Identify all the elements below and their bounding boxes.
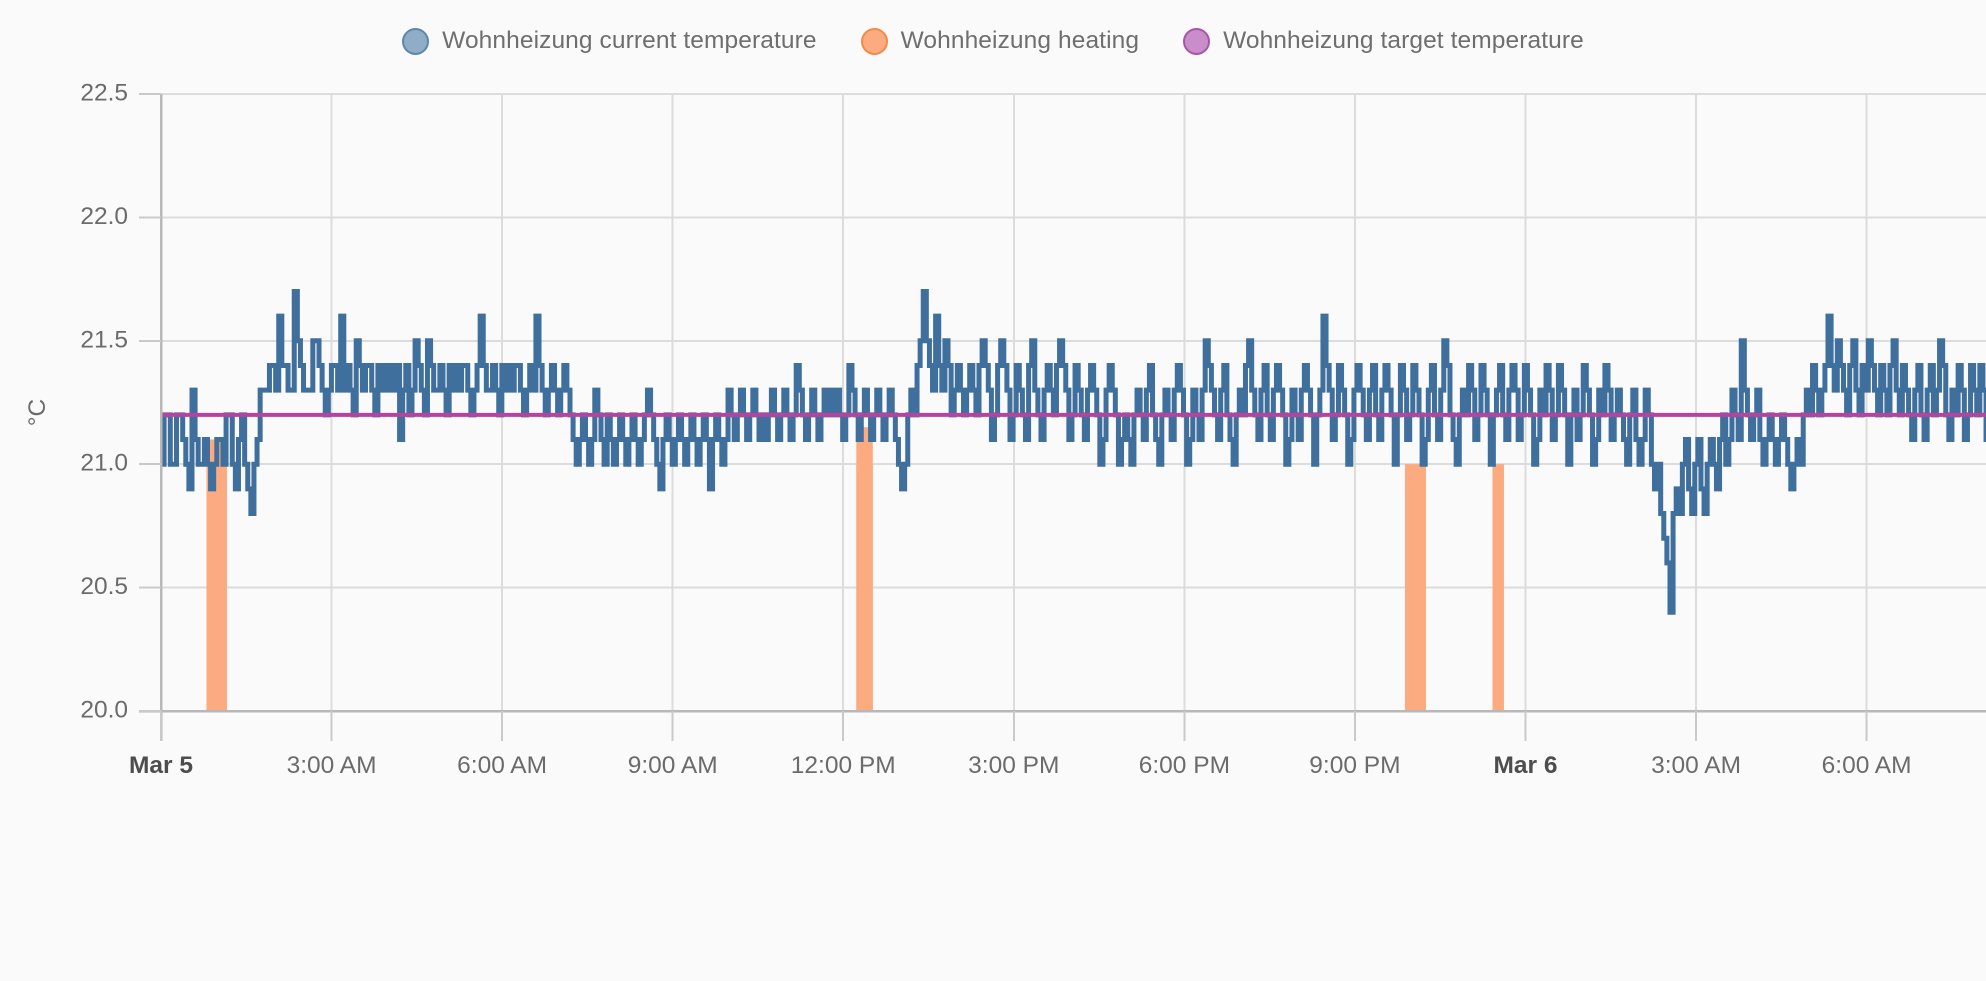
- x-tick-label: 3:00 PM: [968, 752, 1059, 779]
- x-tick-label: 6:00 AM: [1822, 752, 1912, 779]
- x-tick-label: 9:00 AM: [628, 752, 718, 779]
- y-tick-label: 22.5: [80, 79, 128, 106]
- tick-label-layer: 20.0 20.5 21.0 21.5 22.0 22.5 Mar 5 3:00 AM 6:00…: [24, 79, 1912, 779]
- x-tick-label: 3:00 AM: [1651, 752, 1741, 779]
- y-tick-label: 21.5: [80, 326, 128, 353]
- y-tick-label: 20.5: [80, 573, 128, 600]
- legend-label-heating: Wohnheizung heating: [900, 27, 1140, 54]
- circle-marker-icon: [1183, 27, 1211, 55]
- chart-legend: Wohnheizung current temperature Wohnheiz…: [0, 0, 1986, 78]
- x-tick-label: 3:00 AM: [287, 752, 377, 779]
- axis-layer: [139, 93, 1986, 741]
- y-axis-title: °C: [24, 399, 51, 427]
- circle-marker-icon: [860, 27, 888, 55]
- y-tick-label: 22.0: [80, 203, 128, 230]
- legend-label-target-temperature: Wohnheizung target temperature: [1223, 27, 1584, 54]
- x-tick-label: 12:00 PM: [791, 752, 896, 779]
- legend-label-current-temperature: Wohnheizung current temperature: [442, 27, 817, 54]
- x-tick-label: Mar 5: [129, 752, 193, 779]
- legend-item-current-temperature[interactable]: Wohnheizung current temperature: [402, 27, 817, 55]
- legend-item-target-temperature[interactable]: Wohnheizung target temperature: [1183, 27, 1584, 55]
- circle-marker-icon: [402, 27, 430, 55]
- x-tick-label: Mar 6: [1493, 752, 1557, 779]
- current-temperature-line: [161, 288, 1986, 615]
- heating-layer: [206, 427, 1504, 712]
- y-tick-label: 20.0: [80, 696, 128, 723]
- x-tick-label: 6:00 PM: [1139, 752, 1230, 779]
- x-tick-label: 9:00 PM: [1309, 752, 1400, 779]
- x-tick-label: 6:00 AM: [457, 752, 547, 779]
- legend-item-heating[interactable]: Wohnheizung heating: [860, 27, 1140, 55]
- y-tick-label: 21.0: [80, 450, 128, 477]
